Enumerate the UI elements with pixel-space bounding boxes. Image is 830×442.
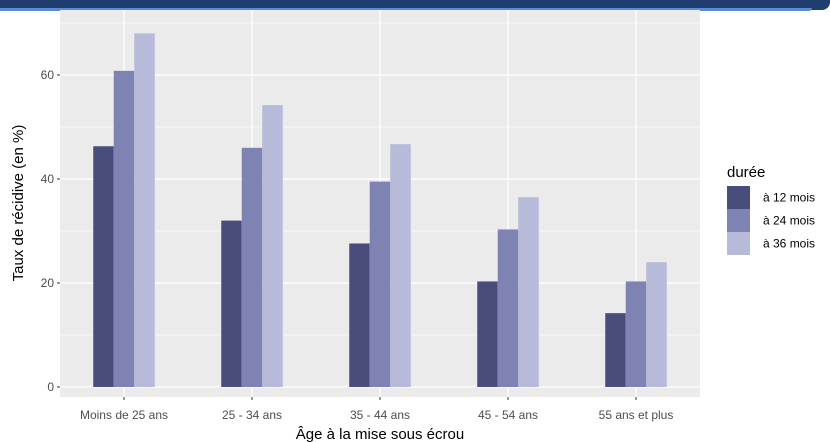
legend-key [727,232,750,255]
legend-label: à 36 mois [763,237,815,251]
bar [369,181,391,387]
bar [134,33,155,388]
x-axis-title: Âge à la mise sous écrou [296,426,464,442]
bar [241,147,263,387]
x-tick-label: Moins de 25 ans [80,408,168,422]
legend-key [727,209,750,232]
bar [477,281,498,387]
bar [518,197,539,387]
bar [646,262,667,387]
bar [113,70,135,387]
bar [221,220,242,387]
x-tick-label: 55 ans et plus [599,408,674,422]
legend-label: à 24 mois [763,214,815,228]
bar [262,105,283,387]
y-tick-label: 40 [41,172,55,186]
bar [605,313,626,387]
y-tick-label: 20 [41,276,55,290]
bar [625,281,647,387]
x-tick-label: 45 - 54 ans [478,408,538,422]
y-axis-title: Taux de récidive (en %) [10,125,27,282]
bar [497,229,519,387]
legend-key [727,186,750,209]
y-tick-label: 0 [47,380,54,394]
x-axis: Moins de 25 ans 25 - 34 ans 35 - 44 ans 45 … [80,397,673,422]
y-tick-label: 60 [41,68,55,82]
legend-title: durée [727,164,765,181]
legend-label: à 12 mois [763,191,815,205]
x-tick-label: 25 - 34 ans [222,408,282,422]
x-tick-label: 35 - 44 ans [350,408,410,422]
legend: durée à 12 mois à 24 mois à 36 mois [727,164,815,255]
y-axis: 0 20 40 60 [41,68,60,394]
top-banner-accent [0,8,812,11]
bar [390,144,411,387]
bar [93,146,114,387]
bar [349,243,370,387]
top-banner [0,0,830,10]
bars-group [93,33,667,388]
